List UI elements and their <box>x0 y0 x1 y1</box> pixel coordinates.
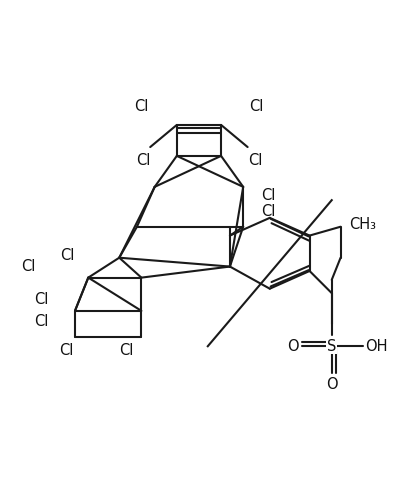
Text: Cl: Cl <box>119 343 133 358</box>
Text: Cl: Cl <box>249 99 264 114</box>
Text: Cl: Cl <box>136 153 150 168</box>
Text: Cl: Cl <box>34 292 48 307</box>
Text: Cl: Cl <box>60 248 75 263</box>
Text: S: S <box>327 339 336 354</box>
Text: CH₃: CH₃ <box>349 217 376 232</box>
Text: Cl: Cl <box>261 204 275 219</box>
Text: Cl: Cl <box>261 188 275 203</box>
Text: Cl: Cl <box>248 153 262 168</box>
Text: O: O <box>287 339 299 354</box>
Text: OH: OH <box>365 339 387 354</box>
Text: Cl: Cl <box>34 314 48 329</box>
Text: Cl: Cl <box>134 99 149 114</box>
Text: Cl: Cl <box>59 343 74 358</box>
Text: O: O <box>326 377 338 392</box>
Text: Cl: Cl <box>21 259 36 274</box>
